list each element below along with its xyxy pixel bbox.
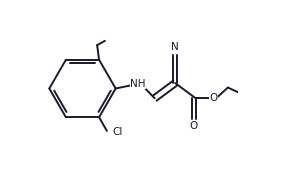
Text: N: N — [171, 42, 179, 52]
Text: NH: NH — [130, 79, 146, 89]
Text: O: O — [190, 121, 198, 131]
Text: Cl: Cl — [112, 127, 123, 138]
Text: O: O — [209, 93, 217, 103]
